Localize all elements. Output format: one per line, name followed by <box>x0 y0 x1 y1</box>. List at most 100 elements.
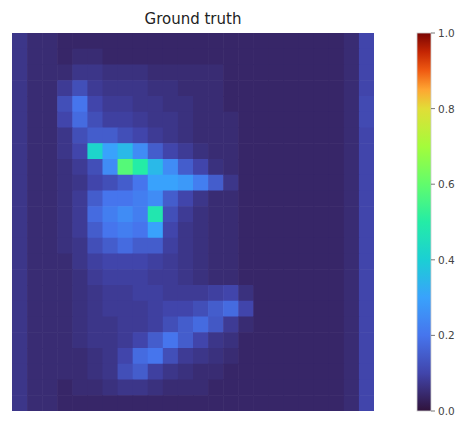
cell <box>148 348 164 364</box>
cell <box>344 128 360 144</box>
cell <box>268 80 284 96</box>
cell <box>223 96 239 112</box>
cell <box>163 65 179 81</box>
cell <box>329 301 345 317</box>
cell <box>163 301 179 317</box>
cell <box>314 206 330 222</box>
cell <box>87 222 103 238</box>
cell <box>72 269 88 285</box>
cell <box>284 348 300 364</box>
cell <box>12 191 28 207</box>
cell <box>178 285 194 301</box>
cell <box>193 112 209 128</box>
cell <box>27 65 43 81</box>
cell <box>253 128 269 144</box>
cell <box>208 159 224 175</box>
cell <box>299 206 315 222</box>
cell <box>268 285 284 301</box>
cell <box>103 238 119 254</box>
cell <box>284 332 300 348</box>
cell <box>208 348 224 364</box>
cell <box>314 80 330 96</box>
cell <box>103 191 119 207</box>
cell <box>148 33 164 49</box>
cell <box>253 222 269 238</box>
cell <box>359 175 374 191</box>
cell <box>72 238 88 254</box>
cell <box>223 222 239 238</box>
cell <box>299 395 315 411</box>
cell <box>223 301 239 317</box>
cell <box>118 332 134 348</box>
cell <box>27 254 43 270</box>
cell <box>268 301 284 317</box>
cell <box>193 317 209 333</box>
cell <box>284 80 300 96</box>
cell <box>193 96 209 112</box>
cell <box>238 175 254 191</box>
cell <box>87 191 103 207</box>
cell <box>299 380 315 396</box>
cell <box>118 395 134 411</box>
cell <box>299 159 315 175</box>
cell <box>87 96 103 112</box>
cell <box>27 238 43 254</box>
cell <box>12 317 28 333</box>
cell <box>314 269 330 285</box>
cell <box>103 112 119 128</box>
cell <box>253 33 269 49</box>
cell <box>223 285 239 301</box>
cell <box>299 238 315 254</box>
cell <box>208 254 224 270</box>
cell <box>12 49 28 65</box>
cell <box>87 332 103 348</box>
cell <box>72 317 88 333</box>
cell <box>359 222 374 238</box>
cell <box>253 191 269 207</box>
cell <box>57 317 73 333</box>
cell <box>208 143 224 159</box>
cell <box>87 364 103 380</box>
cell <box>148 175 164 191</box>
cell <box>57 301 73 317</box>
colorbar-tick-label: 0.8 <box>438 103 455 115</box>
cell <box>57 395 73 411</box>
cell <box>42 285 58 301</box>
cell <box>359 80 374 96</box>
cell <box>133 332 149 348</box>
cell <box>208 332 224 348</box>
cell <box>284 128 300 144</box>
cell <box>148 380 164 396</box>
cell <box>103 364 119 380</box>
cell <box>238 65 254 81</box>
cell <box>57 206 73 222</box>
cell <box>87 317 103 333</box>
cell <box>208 380 224 396</box>
cell <box>163 254 179 270</box>
cell <box>57 33 73 49</box>
cell <box>238 222 254 238</box>
cell <box>253 49 269 65</box>
cell <box>208 395 224 411</box>
cell <box>118 33 134 49</box>
cell <box>238 348 254 364</box>
cell <box>359 206 374 222</box>
cell <box>299 96 315 112</box>
cell <box>344 238 360 254</box>
cell <box>284 317 300 333</box>
cell <box>148 238 164 254</box>
cell <box>12 395 28 411</box>
cell <box>87 159 103 175</box>
cell <box>133 238 149 254</box>
colorbar-tick <box>431 335 435 336</box>
cell <box>299 254 315 270</box>
cell <box>118 96 134 112</box>
cell <box>12 159 28 175</box>
cell <box>72 332 88 348</box>
cell <box>344 395 360 411</box>
cell <box>284 143 300 159</box>
cell <box>299 143 315 159</box>
cell <box>163 49 179 65</box>
cell <box>103 317 119 333</box>
cell <box>163 238 179 254</box>
